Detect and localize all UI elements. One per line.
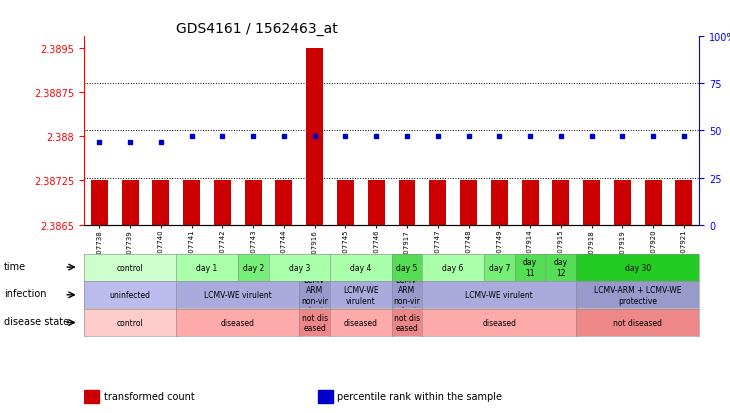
Bar: [275, 181, 293, 225]
Text: day 4: day 4: [350, 263, 372, 272]
Text: day 7: day 7: [488, 263, 510, 272]
Text: time: time: [4, 261, 26, 271]
Bar: [460, 181, 477, 225]
Text: day 5: day 5: [396, 263, 418, 272]
Bar: [553, 181, 569, 225]
Text: control: control: [117, 318, 144, 327]
Bar: [675, 181, 693, 225]
Bar: [614, 181, 631, 225]
Bar: [318, 390, 333, 403]
Text: LCMV-WE
virulent: LCMV-WE virulent: [343, 285, 379, 305]
Text: LCMV-
ARM
non-vir
ulent: LCMV- ARM non-vir ulent: [301, 275, 329, 315]
Text: LCMV-WE virulent: LCMV-WE virulent: [466, 291, 533, 299]
Bar: [583, 181, 600, 225]
Text: disease state: disease state: [4, 316, 69, 326]
Text: diseased: diseased: [220, 318, 255, 327]
Text: day 2: day 2: [242, 263, 264, 272]
Bar: [245, 181, 261, 225]
Bar: [429, 181, 446, 225]
Text: day 3: day 3: [288, 263, 310, 272]
Bar: [337, 181, 354, 225]
Text: infection: infection: [4, 289, 47, 299]
Bar: [122, 181, 139, 225]
Text: day
12: day 12: [554, 258, 568, 277]
Text: LCMV-WE virulent: LCMV-WE virulent: [204, 291, 272, 299]
Text: GDS4161 / 1562463_at: GDS4161 / 1562463_at: [176, 22, 338, 36]
Bar: [153, 181, 169, 225]
Bar: [84, 390, 99, 403]
Bar: [183, 181, 200, 225]
Text: LCMV-
ARM
non-vir
ulent: LCMV- ARM non-vir ulent: [393, 275, 420, 315]
Text: not diseased: not diseased: [613, 318, 662, 327]
Bar: [307, 49, 323, 225]
Text: day 30: day 30: [625, 263, 651, 272]
Bar: [645, 181, 661, 225]
Bar: [368, 181, 385, 225]
Text: uninfected: uninfected: [110, 291, 150, 299]
Text: not dis
eased: not dis eased: [394, 313, 420, 332]
Text: transformed count: transformed count: [104, 392, 194, 401]
Text: LCMV-ARM + LCMV-WE
protective: LCMV-ARM + LCMV-WE protective: [594, 285, 682, 305]
Bar: [399, 181, 415, 225]
Text: day 6: day 6: [442, 263, 464, 272]
Bar: [491, 181, 508, 225]
Text: not dis
eased: not dis eased: [301, 313, 328, 332]
Text: percentile rank within the sample: percentile rank within the sample: [337, 392, 502, 401]
Text: day 1: day 1: [196, 263, 218, 272]
Bar: [214, 181, 231, 225]
Text: day
11: day 11: [523, 258, 537, 277]
Text: diseased: diseased: [344, 318, 378, 327]
Text: diseased: diseased: [483, 318, 516, 327]
Text: control: control: [117, 263, 144, 272]
Bar: [91, 181, 108, 225]
Bar: [522, 181, 539, 225]
